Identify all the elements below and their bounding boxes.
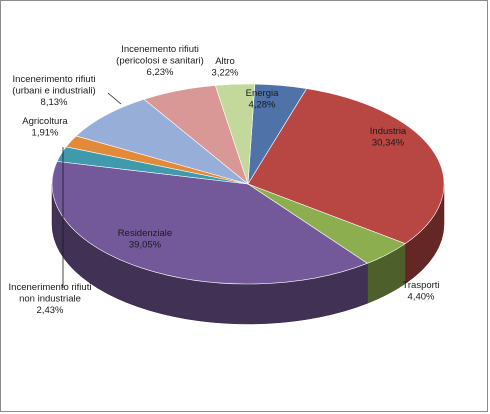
slice-label-line: Incenemento rifiuti [121,44,199,55]
slice-label-energia: Energia 4,28% [246,88,279,111]
slice-label-line: 3,22% [212,68,239,79]
slice-labels: Energia 4,28% Industria 30,34% Trasporti 4,40… [9,44,440,316]
slice-label-line: 8,13% [41,97,68,108]
slice-label-trasporti: Trasporti 4,40% [402,280,439,303]
slice-label-altro: Altro 3,22% [212,56,239,79]
slice-label-incenerimento-rifiuti-urbani-e-industriali: Incenerimento rifiuti (urbani e industria… [12,74,95,108]
slice-label-line: Trasporti [402,280,439,291]
slice-label-line: Energia [246,88,279,99]
slice-label-agricoltura: Agricoltura 1,91% [22,116,68,139]
slice-label-industria: Industria 30,34% [370,126,407,149]
slice-label-line: (pericolosi e sanitari) [116,56,204,67]
slice-label-line: 6,23% [147,67,174,78]
slice-label-line: Altro [215,56,235,67]
slice-label-line: 2,43% [37,305,64,316]
slice-label-residenziale: Residenziale 39,05% [118,228,172,251]
slice-label-line: Incenerimento rifiuti [13,74,96,85]
slice-label-line: 4,40% [408,292,435,303]
slice-label-line: 39,05% [129,240,162,251]
slice-label-line: Residenziale [118,228,172,239]
slice-label-line: Incenerimento rifiuti [9,282,92,293]
slice-label-line: 30,34% [372,138,405,149]
leader-line-incenerimento-rifiuti-urbani-e-industriali [107,92,122,105]
pie-slice-incenerimento-rifiuti-urbani-e-industriali [75,98,249,185]
leader-lines [62,92,122,288]
slice-label-line: 4,28% [249,100,276,111]
pie-slice-residenziale [51,161,369,285]
slice-label-line: Agricoltura [22,116,68,127]
slice-label-line: non industriale [19,294,81,305]
slice-label-line: (urbani e industriali) [12,86,95,97]
slice-label-line: Industria [370,126,407,137]
pie-slice-industria [247,88,445,245]
slice-label-incenemento-rifiuti-pericolosi-e-sanitari: Incenemento rifiuti (pericolosi e sanitar… [116,44,204,78]
slice-label-line: 1,91% [32,128,59,139]
pie-slices [51,83,445,285]
slice-label-incenerimento-rifiuti-non-industriale: Incenerimento rifiuti non industriale 2,43… [9,282,92,316]
pie-slice-altro [214,83,256,185]
